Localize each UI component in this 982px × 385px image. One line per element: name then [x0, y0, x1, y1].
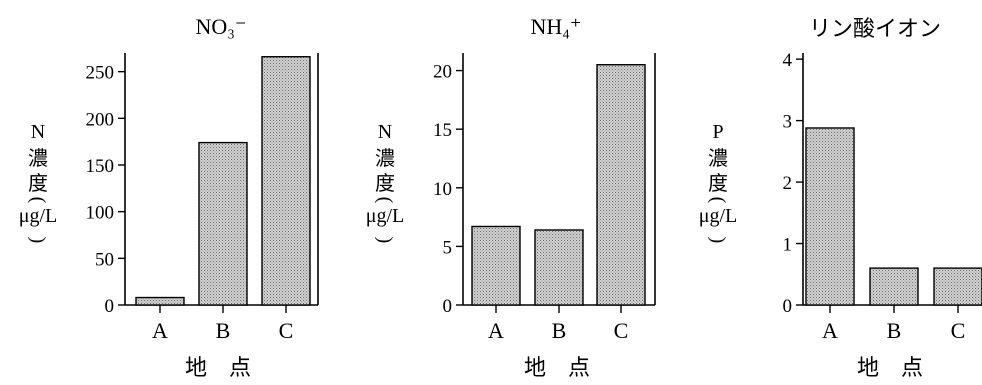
ylabel-line-3: 度: [375, 172, 395, 195]
ylabel-line-1: P: [712, 121, 723, 143]
chart-title: NH₄⁺: [530, 14, 581, 39]
bar: [534, 229, 584, 306]
xlabel: 地 点: [524, 355, 590, 380]
ylabel-unit: μg/L: [366, 205, 405, 227]
y-ticks: 0 1 2 3 4: [783, 50, 803, 317]
ylabel-line-3: 度: [708, 172, 728, 195]
y-tick-label: 15: [433, 120, 452, 141]
y-tick-label: 1: [783, 235, 793, 256]
x-tick-label: C: [614, 318, 629, 343]
x-tick-label: C: [951, 318, 966, 343]
y-tick-label: 200: [86, 109, 115, 130]
y-tick-label: 0: [783, 296, 793, 317]
x-tick-label: C: [279, 318, 294, 343]
bar: [869, 267, 919, 306]
x-categories: A B C: [152, 305, 293, 343]
ylabel-paren-close: ): [374, 237, 396, 244]
y-ticks: 0 5 10 15 20: [433, 62, 463, 317]
chart-no3: NO₃⁻ N 濃 度 ( μg/L ) 地 点 050100150200250 …: [19, 14, 319, 380]
ylabel-line-2: 濃: [375, 147, 395, 170]
y-tick-label: 4: [783, 50, 793, 71]
y-ticks: 0 50 100 150 200 250: [86, 63, 125, 317]
ylabel-line-1: N: [378, 121, 392, 143]
ylabel-paren-open: (: [374, 197, 396, 204]
bar: [933, 267, 982, 306]
y-tick-label: 100: [86, 203, 115, 224]
x-categories: A B C: [488, 305, 628, 343]
y-tick-label: 50: [95, 249, 114, 270]
x-tick-label: A: [152, 318, 168, 343]
bar: [198, 141, 248, 306]
bar: [596, 64, 646, 306]
bars: [471, 64, 646, 306]
xlabel: 地 点: [185, 355, 251, 380]
x-tick-label: B: [216, 318, 231, 343]
y-tick-label: 2: [783, 173, 793, 194]
ylabel-line-2: 濃: [708, 147, 728, 170]
ylabel-line-3: 度: [28, 172, 48, 195]
x-tick-label: A: [488, 318, 504, 343]
y-tick-label: 5: [443, 237, 453, 258]
bars: [135, 56, 311, 306]
chart-title: リン酸イオン: [809, 16, 941, 41]
x-categories: A B C: [822, 305, 965, 343]
chart-nh4: NH₄⁺ N 濃 度 ( μg/L ) 地 点 0 5 10 15 20 A B C: [366, 14, 656, 380]
ylabel-unit: μg/L: [699, 205, 738, 227]
ylabel-line-1: N: [31, 121, 45, 143]
y-tick-label: 10: [433, 179, 452, 200]
ylabel-paren-open: (: [27, 197, 49, 204]
chart-title: NO₃⁻: [195, 14, 246, 39]
x-tick-label: B: [887, 318, 902, 343]
y-tick-label: 0: [443, 296, 453, 317]
y-tick-label: 3: [783, 112, 793, 133]
bar: [261, 56, 311, 306]
y-tick-label: 20: [433, 62, 452, 83]
ylabel-line-2: 濃: [28, 147, 48, 170]
bar: [805, 127, 855, 306]
y-tick-label: 150: [86, 156, 115, 177]
chart-phosphate: リン酸イオン P 濃 度 ( μg/L ) 地 点 0 1 2 3 4 A B C: [699, 16, 982, 380]
bar: [471, 225, 521, 306]
ylabel-paren-close: ): [27, 237, 49, 244]
bar: [135, 296, 185, 306]
ylabel-paren-open: (: [707, 197, 729, 204]
ylabel-paren-close: ): [707, 237, 729, 244]
y-tick-label: 0: [105, 296, 115, 317]
x-tick-label: A: [822, 318, 838, 343]
bars: [805, 127, 982, 306]
y-tick-label: 250: [86, 63, 115, 84]
ylabel-unit: μg/L: [19, 205, 58, 227]
xlabel: 地 点: [857, 355, 923, 380]
x-tick-label: B: [552, 318, 567, 343]
